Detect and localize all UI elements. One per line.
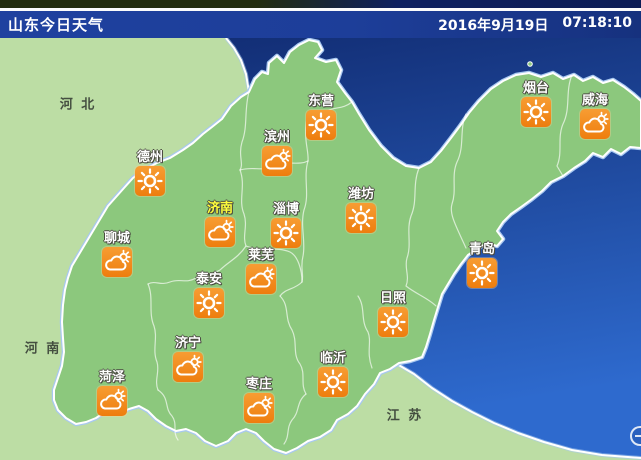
city-marker-潍坊[interactable]: 潍坊 xyxy=(346,188,376,233)
sun-icon xyxy=(137,168,163,194)
weather-icon xyxy=(244,393,274,423)
sun-icon xyxy=(380,309,406,335)
weather-icon xyxy=(346,203,376,233)
city-label: 莱芜 xyxy=(247,248,275,263)
city-label: 临沂 xyxy=(319,351,347,366)
city-marker-聊城[interactable]: 聊城 xyxy=(102,232,132,277)
city-label: 聊城 xyxy=(103,231,131,246)
city-marker-莱芜[interactable]: 莱芜 xyxy=(246,249,276,294)
neighbor-label-jiangsu: 江 苏 xyxy=(387,405,424,424)
city-marker-济南[interactable]: 济南 xyxy=(205,202,235,247)
minus-icon: − xyxy=(635,435,641,437)
city-label: 济南 xyxy=(206,201,234,216)
weather-icon xyxy=(135,166,165,196)
city-label: 枣庄 xyxy=(245,377,273,392)
sun-behind-cloud-icon xyxy=(247,395,273,417)
city-marker-淄博[interactable]: 淄博 xyxy=(271,203,301,248)
neighbor-label-text: 河 南 xyxy=(24,341,62,357)
city-label: 东营 xyxy=(307,94,335,109)
weather-icon xyxy=(378,307,408,337)
sun-icon xyxy=(469,260,495,286)
island-shape xyxy=(527,61,533,67)
sun-icon xyxy=(523,99,549,125)
weather-icon xyxy=(318,367,348,397)
sun-icon xyxy=(196,290,222,316)
city-marker-泰安[interactable]: 泰安 xyxy=(194,273,224,318)
city-label: 烟台 xyxy=(522,81,550,96)
weather-icon xyxy=(173,352,203,382)
city-label: 德州 xyxy=(136,150,164,165)
city-marker-枣庄[interactable]: 枣庄 xyxy=(244,378,274,423)
neighbor-label-text: 河 北 xyxy=(59,97,97,113)
weather-icon xyxy=(306,110,336,140)
city-marker-威海[interactable]: 威海 xyxy=(580,94,610,139)
neighbor-label-text: 江 苏 xyxy=(386,408,424,424)
window-top-strip xyxy=(0,0,641,8)
sun-icon xyxy=(320,369,346,395)
city-marker-滨州[interactable]: 滨州 xyxy=(262,131,292,176)
weather-icon xyxy=(262,146,292,176)
sun-behind-cloud-icon xyxy=(105,249,131,271)
city-marker-菏泽[interactable]: 菏泽 xyxy=(97,371,127,416)
city-marker-临沂[interactable]: 临沂 xyxy=(318,352,348,397)
city-label: 菏泽 xyxy=(98,370,126,385)
city-marker-德州[interactable]: 德州 xyxy=(135,151,165,196)
sun-behind-cloud-icon xyxy=(208,219,234,241)
weather-icon xyxy=(521,97,551,127)
weather-icon xyxy=(194,288,224,318)
header-bar: 山东今日天气 2016年9月19日 07:18:10 xyxy=(0,11,641,38)
weather-icon xyxy=(467,258,497,288)
city-marker-济宁[interactable]: 济宁 xyxy=(173,337,203,382)
weather-icon xyxy=(246,264,276,294)
city-marker-青岛[interactable]: 青岛 xyxy=(467,243,497,288)
neighbor-label-hebei: 河 北 xyxy=(60,94,97,113)
header-divider-line xyxy=(0,8,641,11)
city-label: 淄博 xyxy=(272,202,300,217)
weather-icon xyxy=(580,109,610,139)
weather-icon xyxy=(271,218,301,248)
weather-icon xyxy=(97,386,127,416)
city-label: 济宁 xyxy=(174,336,202,351)
sun-icon xyxy=(348,205,374,231)
sun-behind-cloud-icon xyxy=(249,266,275,288)
city-marker-东营[interactable]: 东营 xyxy=(306,95,336,140)
hebei-coastline xyxy=(225,37,250,93)
city-marker-日照[interactable]: 日照 xyxy=(378,292,408,337)
sun-behind-cloud-icon xyxy=(176,354,202,376)
sun-behind-cloud-icon xyxy=(265,148,291,170)
city-label: 潍坊 xyxy=(347,187,375,202)
jiangsu-coastline xyxy=(396,363,641,459)
city-label: 青岛 xyxy=(468,242,496,257)
city-label: 日照 xyxy=(379,291,407,306)
sun-icon xyxy=(273,220,299,246)
time-text: 07:18:10 xyxy=(562,14,632,31)
page-title: 山东今日天气 xyxy=(8,16,105,34)
prefecture-borders xyxy=(147,74,573,445)
neighbor-label-henan: 河 南 xyxy=(25,338,62,357)
weather-icon xyxy=(102,247,132,277)
weather-icon xyxy=(205,217,235,247)
city-marker-烟台[interactable]: 烟台 xyxy=(521,82,551,127)
sun-behind-cloud-icon xyxy=(100,388,126,410)
city-label: 威海 xyxy=(581,93,609,108)
city-label: 泰安 xyxy=(195,272,223,287)
date-text: 2016年9月19日 xyxy=(438,17,549,34)
city-label: 滨州 xyxy=(263,130,291,145)
sun-behind-cloud-icon xyxy=(583,111,609,133)
datetime: 2016年9月19日 07:18:10 xyxy=(438,15,641,35)
sun-icon xyxy=(308,112,334,138)
zoom-out-button[interactable]: − xyxy=(630,426,641,446)
